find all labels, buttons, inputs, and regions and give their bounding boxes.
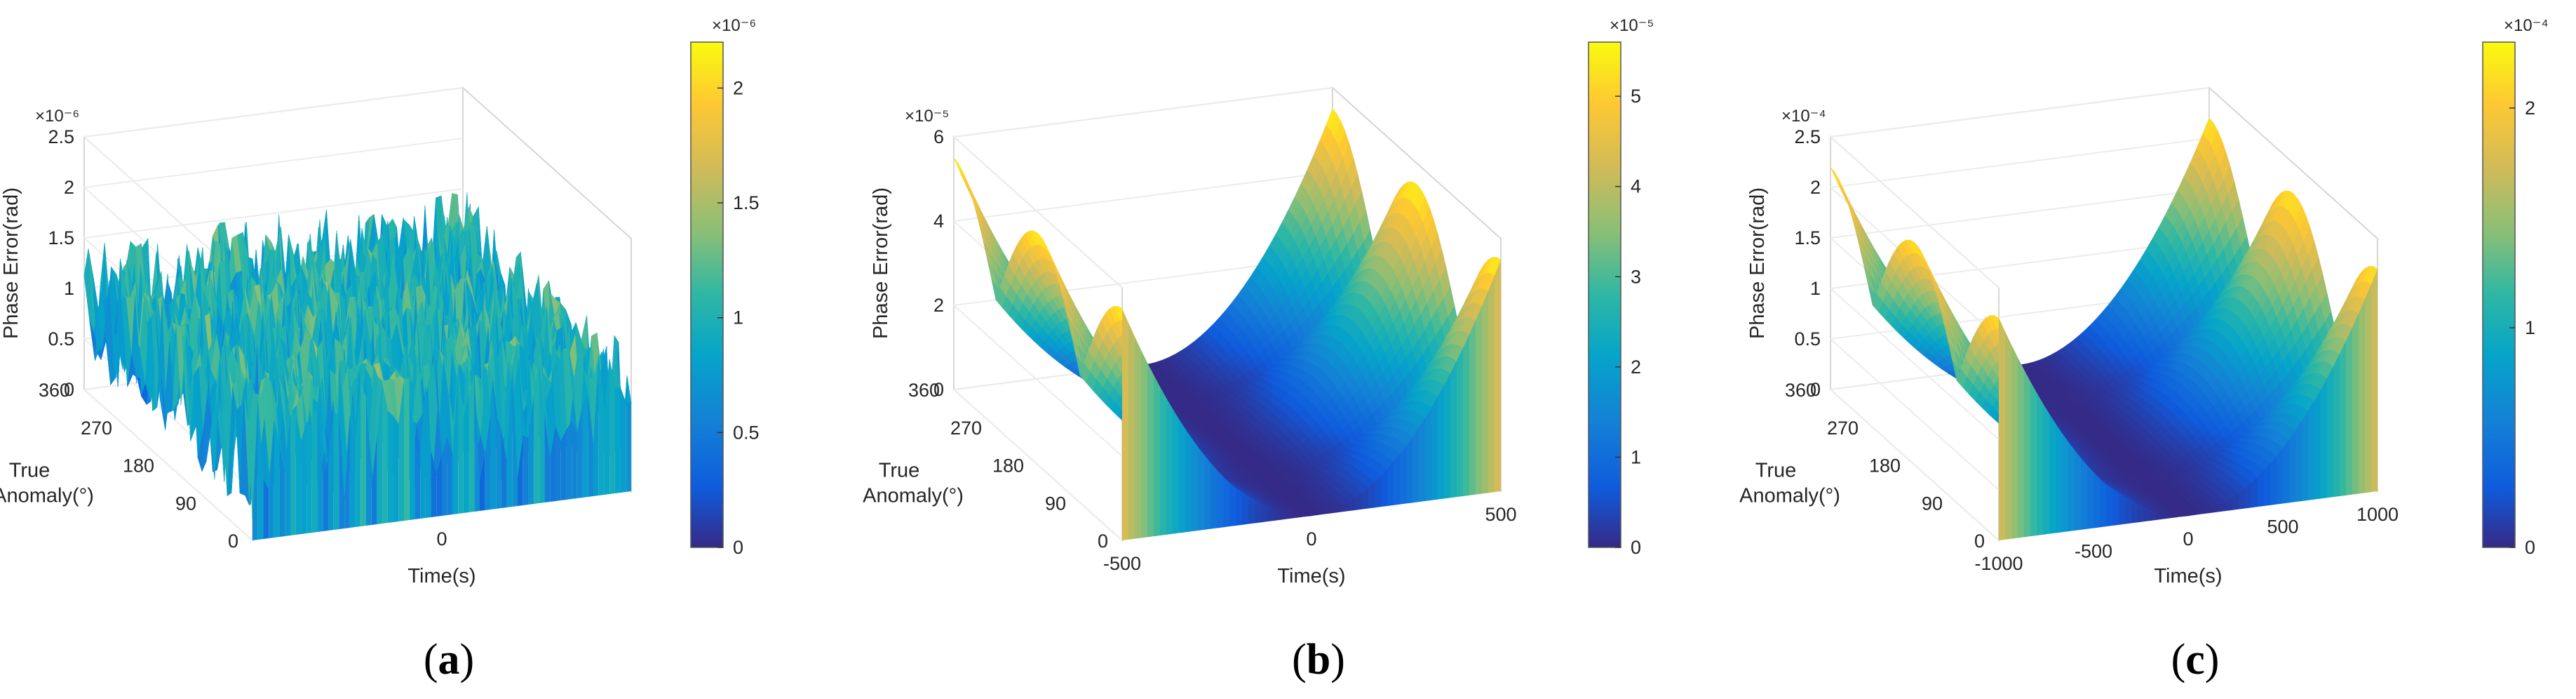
z-tick-label: 6 <box>933 126 944 147</box>
z-tick-label: 0 <box>64 379 74 400</box>
x-axis-label: Time(s) <box>2154 565 2222 587</box>
colorbar-tick-label: 4 <box>1631 176 1641 197</box>
colorbar-exponent: ×10⁻⁶ <box>712 16 756 35</box>
panel-caption: (a) <box>424 636 474 684</box>
colorbar-tick-label: 3 <box>1631 266 1641 287</box>
z-tick-label: 0.5 <box>1794 328 1821 350</box>
z-tick-label: 1.5 <box>1794 227 1821 248</box>
z-tick-label: 0.5 <box>48 328 74 350</box>
colorbar-tick-label: 2 <box>2525 98 2535 119</box>
y-axis-label-line1: True <box>879 459 920 481</box>
colorbar-tick-label: 2 <box>1631 357 1641 378</box>
z-tick-label: 2.5 <box>48 126 74 147</box>
y-tick-label: 360 <box>39 380 70 401</box>
x-tick-label: -500 <box>1103 553 1141 574</box>
z-gridline <box>952 87 1333 288</box>
x-axis-label: Time(s) <box>407 565 476 587</box>
panel-caption: (c) <box>2171 636 2220 684</box>
y-tick-label: 0 <box>1098 531 1108 552</box>
z-tick-label: 1.5 <box>48 227 74 248</box>
z-tick-label: 0 <box>1810 379 1821 400</box>
colorbar-tick-label: 1 <box>1631 446 1641 467</box>
y-tick-label: 270 <box>1827 418 1859 439</box>
colorbar-tick-label: 0 <box>1631 537 1641 558</box>
z-gridline <box>1828 239 2210 440</box>
z-tick-label: 4 <box>933 211 944 232</box>
y-tick-label: 270 <box>950 418 982 439</box>
z-tick-label: 0 <box>933 379 944 400</box>
z-gridline <box>1828 289 2210 491</box>
z-exponent: ×10⁻⁵ <box>905 107 949 126</box>
y-axis-label-line1: True <box>9 459 50 481</box>
z-tick-label: 2.5 <box>1794 126 1821 147</box>
x-axis-label: Time(s) <box>1277 565 1345 587</box>
y-tick-label: 180 <box>992 455 1024 477</box>
z-tick-label: 2 <box>933 295 944 316</box>
panel-caption: (b) <box>1292 636 1345 684</box>
y-tick-label: 270 <box>81 418 112 439</box>
x-tick-label: 500 <box>1485 504 1516 525</box>
y-tick-label: 90 <box>1922 493 1943 514</box>
y-tick-label: 180 <box>1869 455 1901 477</box>
colorbar-exponent: ×10⁻⁴ <box>2504 16 2549 35</box>
y-tick-label: 0 <box>228 531 238 552</box>
x-tick-label: 0 <box>2183 528 2193 550</box>
surface <box>83 192 632 540</box>
z-tick-label: 2 <box>64 177 74 198</box>
x-tick-label: -1000 <box>1974 553 2023 574</box>
x-tick-label: 1000 <box>2356 504 2399 525</box>
colorbar-tick-label: 2 <box>733 77 743 98</box>
colorbar-tick-label: 0.5 <box>733 422 760 443</box>
y-tick-label: 180 <box>123 455 154 477</box>
x-tick-label: 500 <box>2267 517 2298 538</box>
z-gridline <box>1828 138 2210 339</box>
z-gridline <box>82 87 464 288</box>
z-tick-label: 1 <box>1810 278 1821 299</box>
z-gridline <box>1828 87 2210 288</box>
colorbar-tick-label: 1 <box>733 307 743 328</box>
surface <box>953 108 1502 540</box>
z-gridline <box>952 255 1333 457</box>
colorbar-exponent: ×10⁻⁵ <box>1610 16 1654 35</box>
surface <box>1830 117 2378 540</box>
y-axis-label-line2: Anomaly(°) <box>1739 484 1840 507</box>
y-tick-label: 90 <box>1045 493 1066 514</box>
x-tick-label: 0 <box>436 528 447 550</box>
z-axis-label: Phase Error(rad) <box>870 187 892 339</box>
z-tick-label: 2 <box>1810 177 1821 198</box>
z-exponent: ×10⁻⁶ <box>35 107 79 126</box>
y-tick-label: 90 <box>175 493 196 514</box>
colorbar-tick-label: 1 <box>2525 317 2535 338</box>
z-axis-label: Phase Error(rad) <box>1746 187 1769 339</box>
colorbar-tick-label: 0 <box>733 537 743 558</box>
y-axis-label-line2: Anomaly(°) <box>0 484 94 507</box>
y-axis-label-line1: True <box>1755 459 1797 481</box>
y-tick-label: 360 <box>908 380 940 401</box>
z-axis-label: Phase Error(rad) <box>0 187 22 339</box>
x-tick-label: -500 <box>2075 541 2112 562</box>
z-exponent: ×10⁻⁴ <box>1781 107 1826 126</box>
y-tick-label: 0 <box>1974 531 1985 552</box>
colorbar-tick-label: 0 <box>2525 537 2535 558</box>
colorbar <box>2482 41 2516 548</box>
x-tick-label: 0 <box>1306 528 1316 550</box>
colorbar <box>1588 41 1621 548</box>
z-tick-label: 1 <box>64 278 74 299</box>
colorbar <box>690 41 724 548</box>
colorbar-tick-label: 5 <box>1631 86 1641 107</box>
colorbar-tick-label: 1.5 <box>733 192 760 213</box>
y-axis-label-line2: Anomaly(°) <box>863 484 964 507</box>
y-tick-label: 360 <box>1785 380 1816 401</box>
